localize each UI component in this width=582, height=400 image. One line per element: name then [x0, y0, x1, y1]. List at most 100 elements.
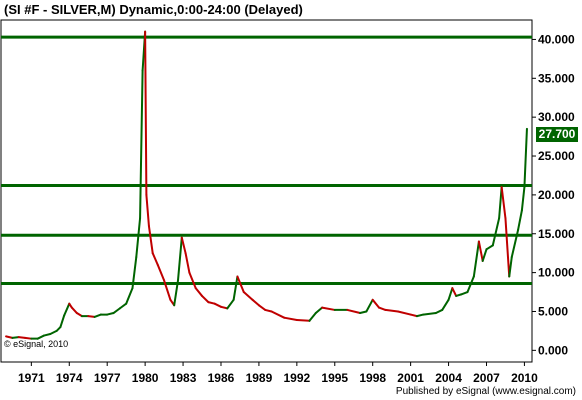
- price-segment: [308, 312, 317, 322]
- copyright-text: © eSignal, 2010: [4, 339, 69, 349]
- price-segment: [11, 336, 20, 339]
- price-segment: [295, 319, 311, 322]
- price-segment: [147, 224, 154, 255]
- price-segment: [447, 287, 454, 301]
- price-segment: [59, 314, 66, 329]
- price-segment: [36, 334, 45, 340]
- price-segment: [163, 279, 172, 301]
- price-segment: [517, 209, 523, 231]
- price-segment: [451, 287, 458, 297]
- last-value-badge: 27.700: [536, 127, 578, 143]
- price-segment: [371, 298, 381, 309]
- price-segment: [70, 306, 78, 315]
- price-segment: [523, 127, 528, 189]
- price-segment: [283, 316, 298, 322]
- price-segment: [177, 236, 183, 282]
- y-tick-label: 25.000: [538, 149, 575, 163]
- price-segment: [481, 248, 488, 262]
- y-tick-label: 10.000: [538, 266, 575, 280]
- price-segment: [434, 308, 444, 315]
- x-tick-label: 2001: [397, 371, 424, 385]
- price-segment: [219, 305, 229, 310]
- price-segment: [93, 313, 102, 318]
- price-segment: [156, 263, 166, 282]
- price-segment: [49, 329, 58, 336]
- x-tick-label: 1992: [283, 371, 310, 385]
- x-tick-label: 1983: [170, 371, 197, 385]
- x-tick-label: 1977: [94, 371, 121, 385]
- price-segment: [173, 279, 179, 307]
- y-tick-label: 5.000: [538, 304, 568, 318]
- price-segment: [485, 244, 494, 251]
- price-segment: [87, 315, 96, 318]
- plot-area: [0, 19, 533, 363]
- price-segment: [500, 186, 507, 220]
- price-segment: [321, 306, 336, 311]
- price-segment: [264, 308, 273, 313]
- price-segment: [422, 312, 437, 316]
- y-tick-label: 0.000: [538, 343, 568, 357]
- chart-title: (SI #F - SILVER,M) Dynamic,0:00-24:00 (D…: [4, 2, 303, 17]
- price-segment: [504, 217, 511, 278]
- price-segment: [213, 302, 222, 308]
- price-segment: [384, 308, 399, 313]
- price-segment: [257, 304, 267, 311]
- price-segment: [242, 291, 254, 301]
- price-segment: [63, 302, 71, 317]
- price-segment: [510, 228, 520, 259]
- y-tick-label: 30.000: [538, 110, 575, 124]
- price-segment: [184, 252, 191, 274]
- price-segment: [365, 298, 374, 313]
- price-segment: [201, 294, 210, 304]
- price-segment: [396, 310, 412, 316]
- price-segment: [17, 336, 27, 339]
- price-segment: [180, 236, 187, 255]
- x-tick-label: 1998: [359, 371, 386, 385]
- price-segment: [460, 291, 469, 296]
- price-segment: [498, 186, 503, 220]
- price-segment: [145, 193, 150, 227]
- price-segment: [520, 186, 526, 212]
- price-segment: [194, 287, 204, 297]
- price-segment: [135, 217, 142, 259]
- x-tick-label: 1989: [246, 371, 273, 385]
- price-segment: [508, 256, 513, 278]
- price-segment: [359, 310, 368, 315]
- price-segment: [144, 30, 148, 196]
- price-segment: [409, 313, 418, 318]
- price-segment: [477, 240, 484, 262]
- price-segment: [236, 275, 245, 294]
- price-segment: [491, 217, 501, 247]
- price-segment: [106, 312, 115, 316]
- price-segment: [466, 275, 475, 294]
- price-segment: [125, 287, 134, 305]
- x-tick-label: 1980: [132, 371, 159, 385]
- price-segment: [118, 302, 128, 310]
- price-segment: [139, 69, 144, 220]
- price-segment: [270, 310, 286, 319]
- y-tick-label: 40.000: [538, 32, 575, 46]
- price-segment: [441, 298, 450, 311]
- y-tick-label: 15.000: [538, 227, 575, 241]
- price-segment: [5, 335, 14, 339]
- price-segment: [112, 307, 121, 315]
- price-segment: [207, 301, 216, 305]
- price-segment: [151, 252, 159, 266]
- y-tick-label: 20.000: [538, 188, 575, 202]
- x-tick-label: 1971: [18, 371, 45, 385]
- price-segment: [232, 275, 239, 301]
- price-segment: [226, 298, 235, 310]
- x-tick-label: 1995: [321, 371, 348, 385]
- price-segment: [314, 306, 324, 315]
- x-tick-label: 1974: [56, 371, 83, 385]
- price-segment: [346, 308, 362, 315]
- price-segment: [378, 306, 387, 311]
- price-segment: [24, 336, 33, 340]
- price-segment: [188, 271, 197, 290]
- x-tick-label: 2004: [435, 371, 462, 385]
- x-tick-label: 2010: [511, 371, 538, 385]
- publisher-text: Published by eSignal (www.esignal.com): [395, 386, 576, 397]
- x-tick-label: 2007: [473, 371, 500, 385]
